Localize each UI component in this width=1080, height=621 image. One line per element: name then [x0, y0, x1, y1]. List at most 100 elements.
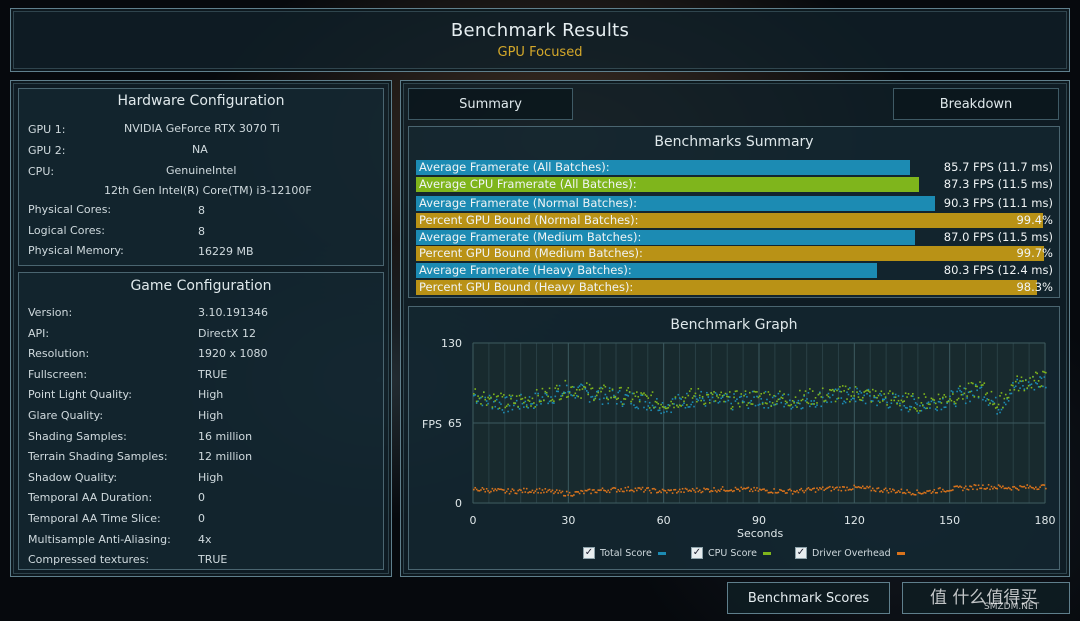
- graph-point: [784, 400, 787, 403]
- graph-point: [594, 395, 597, 398]
- graph-point: [937, 393, 940, 396]
- graph-point: [740, 395, 743, 398]
- graph-point: [667, 489, 670, 491]
- graph-point: [763, 406, 765, 409]
- graph-point: [927, 490, 930, 492]
- graph-point: [478, 490, 481, 492]
- graph-point: [578, 389, 581, 391]
- graph-point: [796, 489, 798, 492]
- graph-point: [840, 489, 843, 492]
- tab-breakdown[interactable]: Breakdown: [893, 88, 1059, 120]
- graph-point: [501, 488, 504, 491]
- graph-point: [963, 387, 966, 390]
- graph-point: [605, 491, 608, 493]
- graph-point: [690, 403, 692, 406]
- graph-point: [979, 487, 981, 490]
- graph-point: [894, 393, 897, 396]
- graph-point: [494, 400, 497, 402]
- graph-point: [877, 394, 880, 397]
- graph-point: [902, 492, 904, 494]
- graph-point: [910, 395, 913, 397]
- graph-point: [917, 397, 920, 399]
- graph-point: [511, 408, 514, 411]
- graph-point: [967, 488, 970, 491]
- graph-point: [627, 387, 630, 389]
- graph-point: [896, 491, 898, 494]
- graph-point: [974, 484, 977, 487]
- legend-cpu-score[interactable]: ✓ CPU Score: [691, 546, 771, 562]
- graph-point: [886, 489, 888, 492]
- graph-point: [1016, 378, 1018, 381]
- graph-point: [877, 400, 880, 402]
- graph-point: [731, 490, 734, 493]
- graph-point: [568, 491, 571, 494]
- benchmark-scores-button[interactable]: Benchmark Scores: [727, 582, 890, 614]
- graph-point: [957, 387, 960, 390]
- graph-point: [1036, 488, 1039, 491]
- graph-point: [813, 403, 815, 405]
- graph-point: [638, 400, 641, 403]
- graph-point: [666, 407, 668, 410]
- graph-point: [761, 403, 764, 405]
- game-config-value: High: [198, 470, 224, 484]
- graph-point: [940, 408, 943, 411]
- graph-point: [929, 489, 931, 492]
- graph-point: [821, 396, 824, 399]
- legend-total-score[interactable]: ✓ Total Score: [583, 546, 666, 562]
- tab-summary[interactable]: Summary: [408, 88, 573, 120]
- graph-point: [727, 396, 730, 398]
- legend-driver-overhead[interactable]: ✓ Driver Overhead: [795, 546, 905, 562]
- graph-x-axis-label: Seconds: [737, 527, 784, 540]
- graph-point: [708, 399, 711, 401]
- graph-point: [557, 492, 559, 494]
- graph-point: [717, 396, 720, 399]
- checkbox-checked-icon[interactable]: ✓: [691, 546, 703, 559]
- graph-point: [771, 492, 774, 494]
- graph-point: [836, 398, 838, 400]
- graph-point: [636, 391, 638, 393]
- graph-point: [867, 390, 870, 392]
- graph-point: [827, 486, 830, 489]
- graph-point: [707, 396, 710, 398]
- graph-point: [766, 489, 768, 492]
- checkbox-checked-icon[interactable]: ✓: [583, 546, 595, 559]
- graph-point: [880, 490, 883, 492]
- graph-point: [970, 485, 973, 488]
- graph-point: [801, 398, 804, 401]
- graph-point: [508, 492, 511, 495]
- graph-point: [537, 394, 539, 397]
- graph-point: [956, 390, 958, 393]
- graph-point: [791, 406, 794, 409]
- graph-point: [650, 492, 652, 494]
- graph-point: [664, 490, 667, 492]
- graph-point: [644, 394, 647, 396]
- graph-point: [610, 396, 612, 399]
- graph-point: [864, 487, 867, 490]
- graph-point: [953, 403, 956, 405]
- graph-point: [906, 396, 908, 398]
- graph-point: [793, 490, 795, 493]
- graph-point: [969, 485, 971, 487]
- graph-point: [1023, 389, 1026, 392]
- graph-point: [807, 402, 810, 405]
- graph-point: [867, 388, 870, 391]
- checkbox-checked-icon[interactable]: ✓: [795, 546, 807, 559]
- graph-point: [703, 487, 705, 490]
- graph-point: [480, 396, 482, 399]
- physical-cores-label: Physical Cores:: [28, 203, 112, 216]
- graph-point: [781, 394, 784, 397]
- secondary-bottom-button[interactable]: [902, 582, 1070, 614]
- graph-point: [525, 405, 528, 408]
- graph-point: [856, 486, 858, 489]
- graph-point: [820, 405, 823, 408]
- graph-point: [671, 402, 674, 405]
- graph-point: [914, 493, 917, 496]
- graph-point: [849, 400, 851, 403]
- graph-point: [929, 403, 931, 406]
- graph-point: [1003, 397, 1006, 400]
- graph-point: [711, 490, 714, 493]
- graph-point: [684, 397, 687, 399]
- summary-bar-value: 99.7%: [1016, 246, 1053, 260]
- graph-point: [621, 403, 624, 405]
